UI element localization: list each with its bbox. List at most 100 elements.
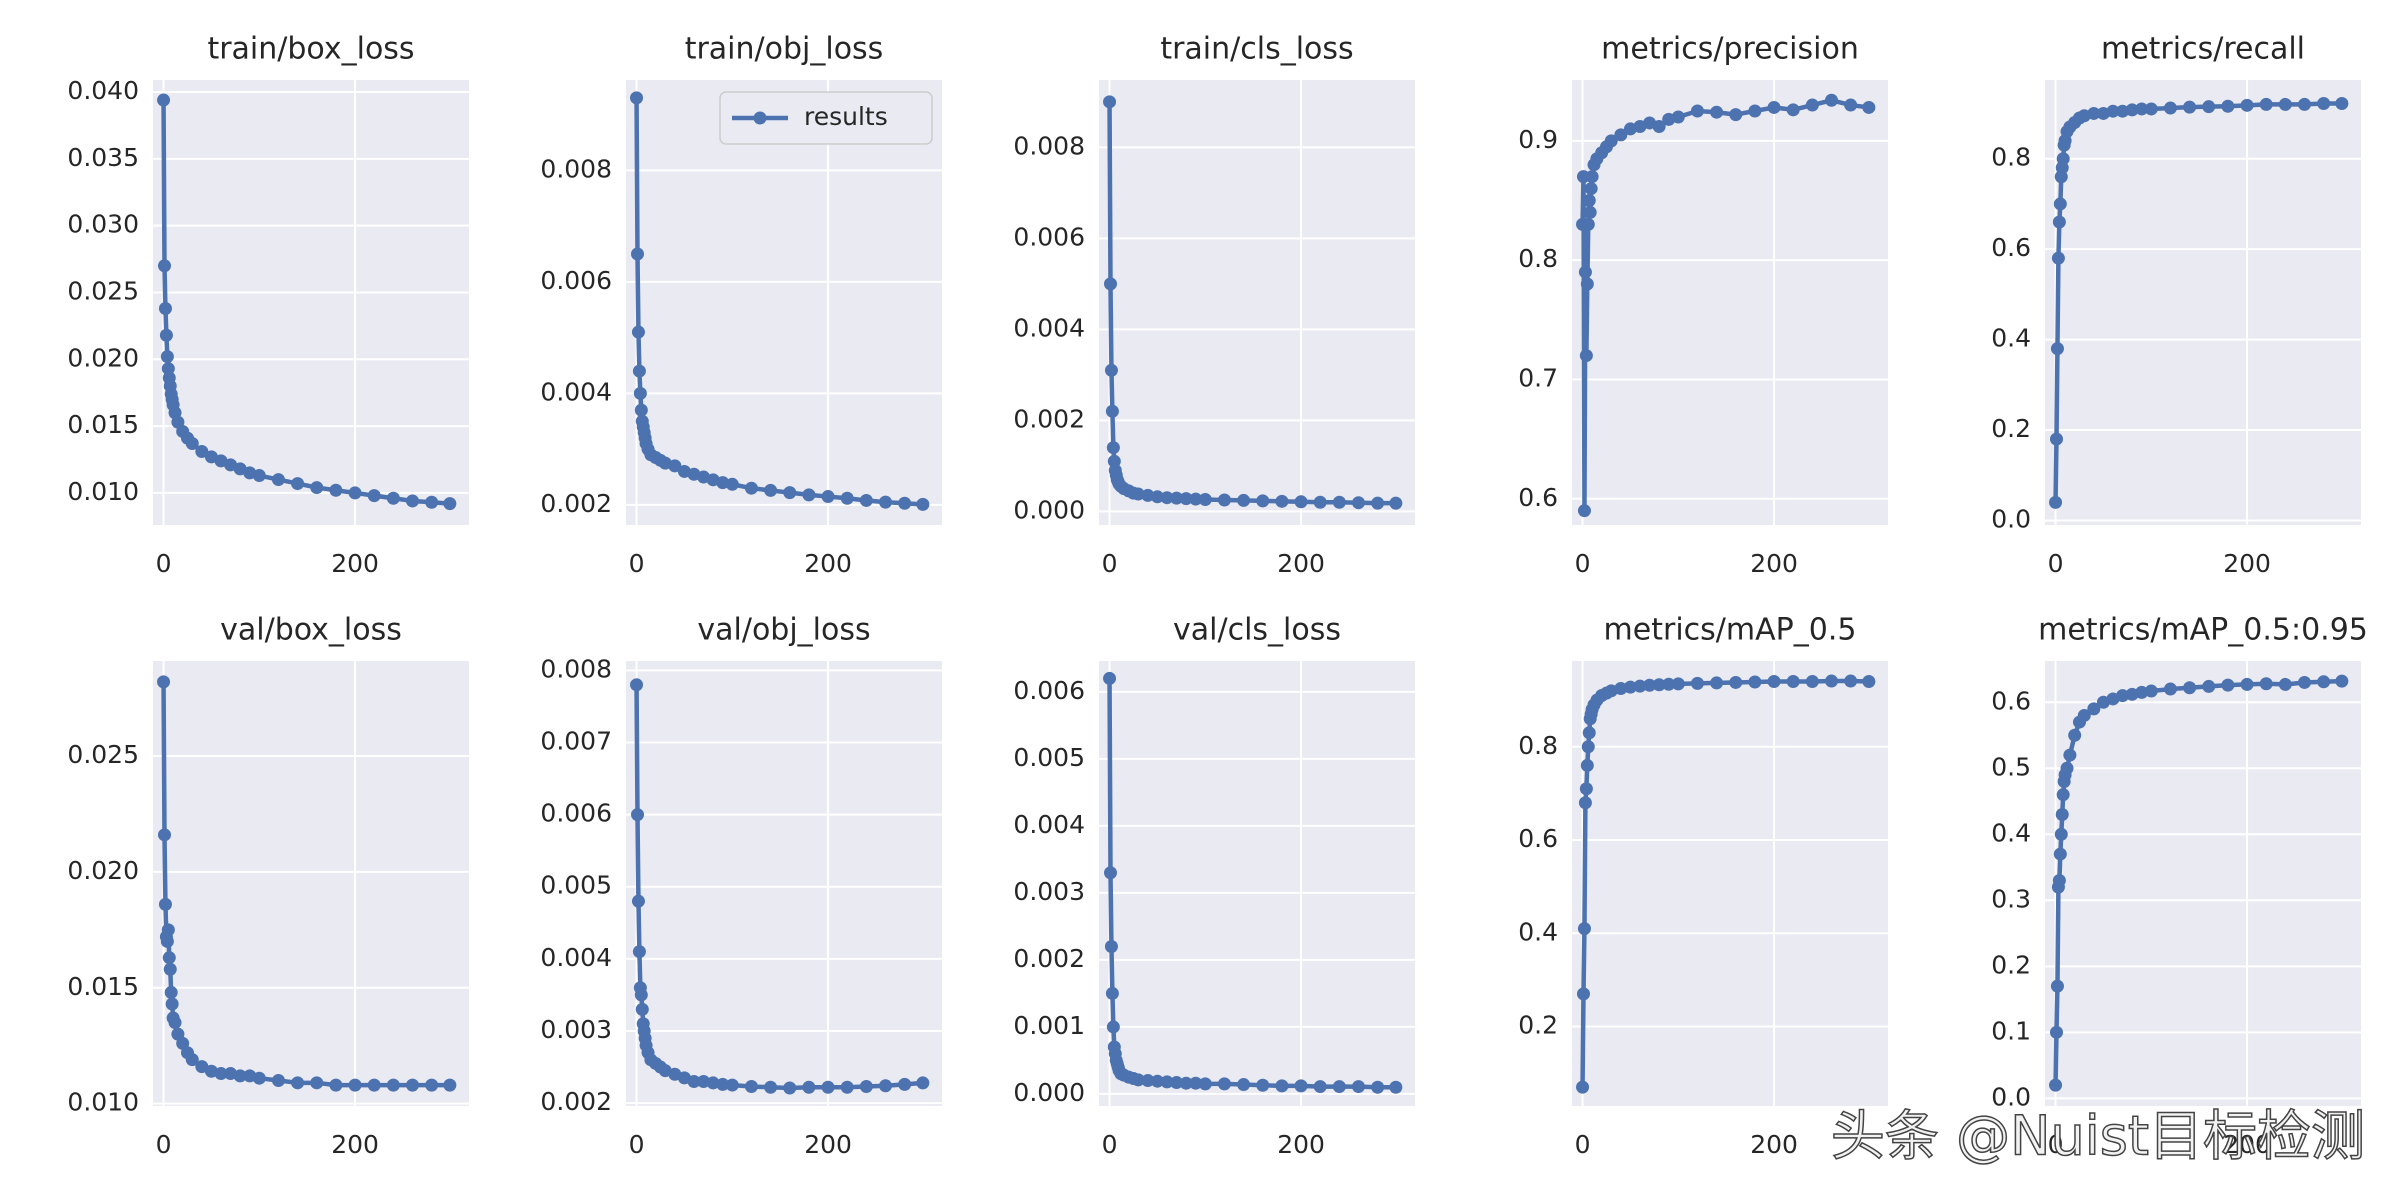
data-point bbox=[632, 945, 646, 959]
data-point bbox=[2068, 728, 2082, 742]
data-point bbox=[2298, 97, 2312, 111]
data-point bbox=[160, 934, 174, 948]
y-tick-label: 0.7 bbox=[1518, 363, 1558, 392]
x-tick-label: 200 bbox=[804, 1130, 852, 1159]
watermark: 头条 @Nuist目标检测 bbox=[1831, 1105, 2365, 1168]
data-point bbox=[1844, 674, 1858, 688]
data-point bbox=[744, 1080, 758, 1094]
data-point bbox=[2049, 495, 2063, 509]
data-point bbox=[1633, 679, 1647, 693]
y-tick-label: 0.008 bbox=[1013, 131, 1085, 160]
data-point bbox=[2259, 677, 2273, 691]
data-point bbox=[1825, 674, 1839, 688]
data-point bbox=[164, 985, 178, 999]
data-point bbox=[1160, 1075, 1174, 1089]
data-point bbox=[1614, 128, 1628, 142]
data-point bbox=[2298, 675, 2312, 689]
subplot: 0.0 0.2 0.4 0.6 0.8 0 200 metrics/recall bbox=[1991, 32, 2361, 578]
data-point bbox=[2278, 97, 2292, 111]
data-point bbox=[161, 362, 175, 376]
data-point bbox=[635, 1002, 649, 1016]
y-tick-label: 0.004 bbox=[1013, 810, 1085, 839]
data-point bbox=[2135, 102, 2149, 116]
data-point bbox=[859, 493, 873, 507]
data-point bbox=[764, 1080, 778, 1094]
data-point bbox=[2335, 674, 2349, 688]
data-point bbox=[783, 486, 797, 500]
subplot: 0.010 0.015 0.020 0.025 0 200 val/box_loss bbox=[67, 613, 469, 1159]
data-point bbox=[1352, 1080, 1366, 1094]
subplot: 0.000 0.001 0.002 0.003 0.004 0.005 0.006 0 200 v… bbox=[1013, 613, 1415, 1159]
plot-area bbox=[153, 80, 469, 525]
data-point bbox=[1748, 675, 1762, 689]
y-tick-label: 0.004 bbox=[540, 377, 612, 406]
data-point bbox=[2054, 827, 2068, 841]
chart-title: val/box_loss bbox=[220, 613, 402, 648]
data-point bbox=[233, 1069, 247, 1083]
x-tick-label: 0 bbox=[2048, 549, 2064, 578]
data-point bbox=[1332, 1080, 1346, 1094]
data-point bbox=[2240, 677, 2254, 691]
data-point bbox=[859, 1080, 873, 1094]
data-point bbox=[1710, 676, 1724, 690]
data-point bbox=[1275, 494, 1289, 508]
data-point bbox=[214, 1067, 228, 1081]
data-point bbox=[1150, 1074, 1164, 1088]
subplot: 0.0 0.1 0.2 0.3 0.4 0.5 0.6 0 200 metrics/mAP_0.5… bbox=[1991, 613, 2368, 1160]
data-point bbox=[1581, 217, 1595, 231]
data-point bbox=[2240, 98, 2254, 112]
x-tick-label: 0 bbox=[1102, 1130, 1118, 1159]
data-point bbox=[840, 491, 854, 505]
chart-title: train/cls_loss bbox=[1160, 32, 1353, 67]
y-tick-label: 0.8 bbox=[1518, 244, 1558, 273]
data-point bbox=[916, 1076, 930, 1090]
y-tick-label: 0.020 bbox=[67, 343, 139, 372]
data-point bbox=[2060, 761, 2074, 775]
data-point bbox=[1103, 671, 1117, 685]
data-point bbox=[1729, 108, 1743, 122]
data-point bbox=[1150, 490, 1164, 504]
data-point bbox=[2163, 101, 2177, 115]
data-point bbox=[630, 808, 644, 822]
chart-title: train/obj_loss bbox=[685, 32, 884, 67]
data-point bbox=[879, 1079, 893, 1093]
data-point bbox=[1106, 1020, 1120, 1034]
data-point bbox=[2077, 708, 2091, 722]
y-tick-label: 0.2 bbox=[1518, 1011, 1558, 1040]
data-point bbox=[2087, 702, 2101, 716]
data-point bbox=[2052, 215, 2066, 229]
data-point bbox=[157, 93, 171, 107]
plot-area bbox=[1099, 80, 1415, 525]
data-point bbox=[1583, 205, 1597, 219]
data-point bbox=[162, 951, 176, 965]
data-point bbox=[161, 923, 175, 937]
data-point bbox=[386, 491, 400, 505]
data-point bbox=[1332, 495, 1346, 509]
data-point bbox=[165, 997, 179, 1011]
data-point bbox=[630, 678, 644, 692]
data-point bbox=[631, 894, 645, 908]
y-tick-label: 0.6 bbox=[1518, 824, 1558, 853]
data-point bbox=[1313, 1080, 1327, 1094]
data-point bbox=[1786, 675, 1800, 689]
data-point bbox=[1105, 986, 1119, 1000]
data-point bbox=[406, 494, 420, 508]
data-point bbox=[1179, 492, 1193, 506]
data-point bbox=[310, 481, 324, 495]
y-tick-label: 0.020 bbox=[67, 856, 139, 885]
data-point bbox=[821, 490, 835, 504]
data-point bbox=[2317, 675, 2331, 689]
data-point bbox=[157, 675, 171, 689]
data-point bbox=[1256, 1078, 1270, 1092]
data-point bbox=[1584, 182, 1598, 196]
data-point bbox=[716, 1077, 730, 1091]
data-point bbox=[425, 1078, 439, 1092]
data-point bbox=[630, 247, 644, 261]
data-point bbox=[2050, 979, 2064, 993]
y-tick-label: 0.2 bbox=[1991, 414, 2031, 443]
subplot: 0.002 0.004 0.006 0.008 0 200 train/obj_lossre… bbox=[540, 32, 942, 578]
x-tick-label: 200 bbox=[331, 549, 379, 578]
data-point bbox=[271, 473, 285, 487]
plot-area bbox=[1572, 80, 1888, 525]
y-tick-label: 0.6 bbox=[1991, 686, 2031, 715]
